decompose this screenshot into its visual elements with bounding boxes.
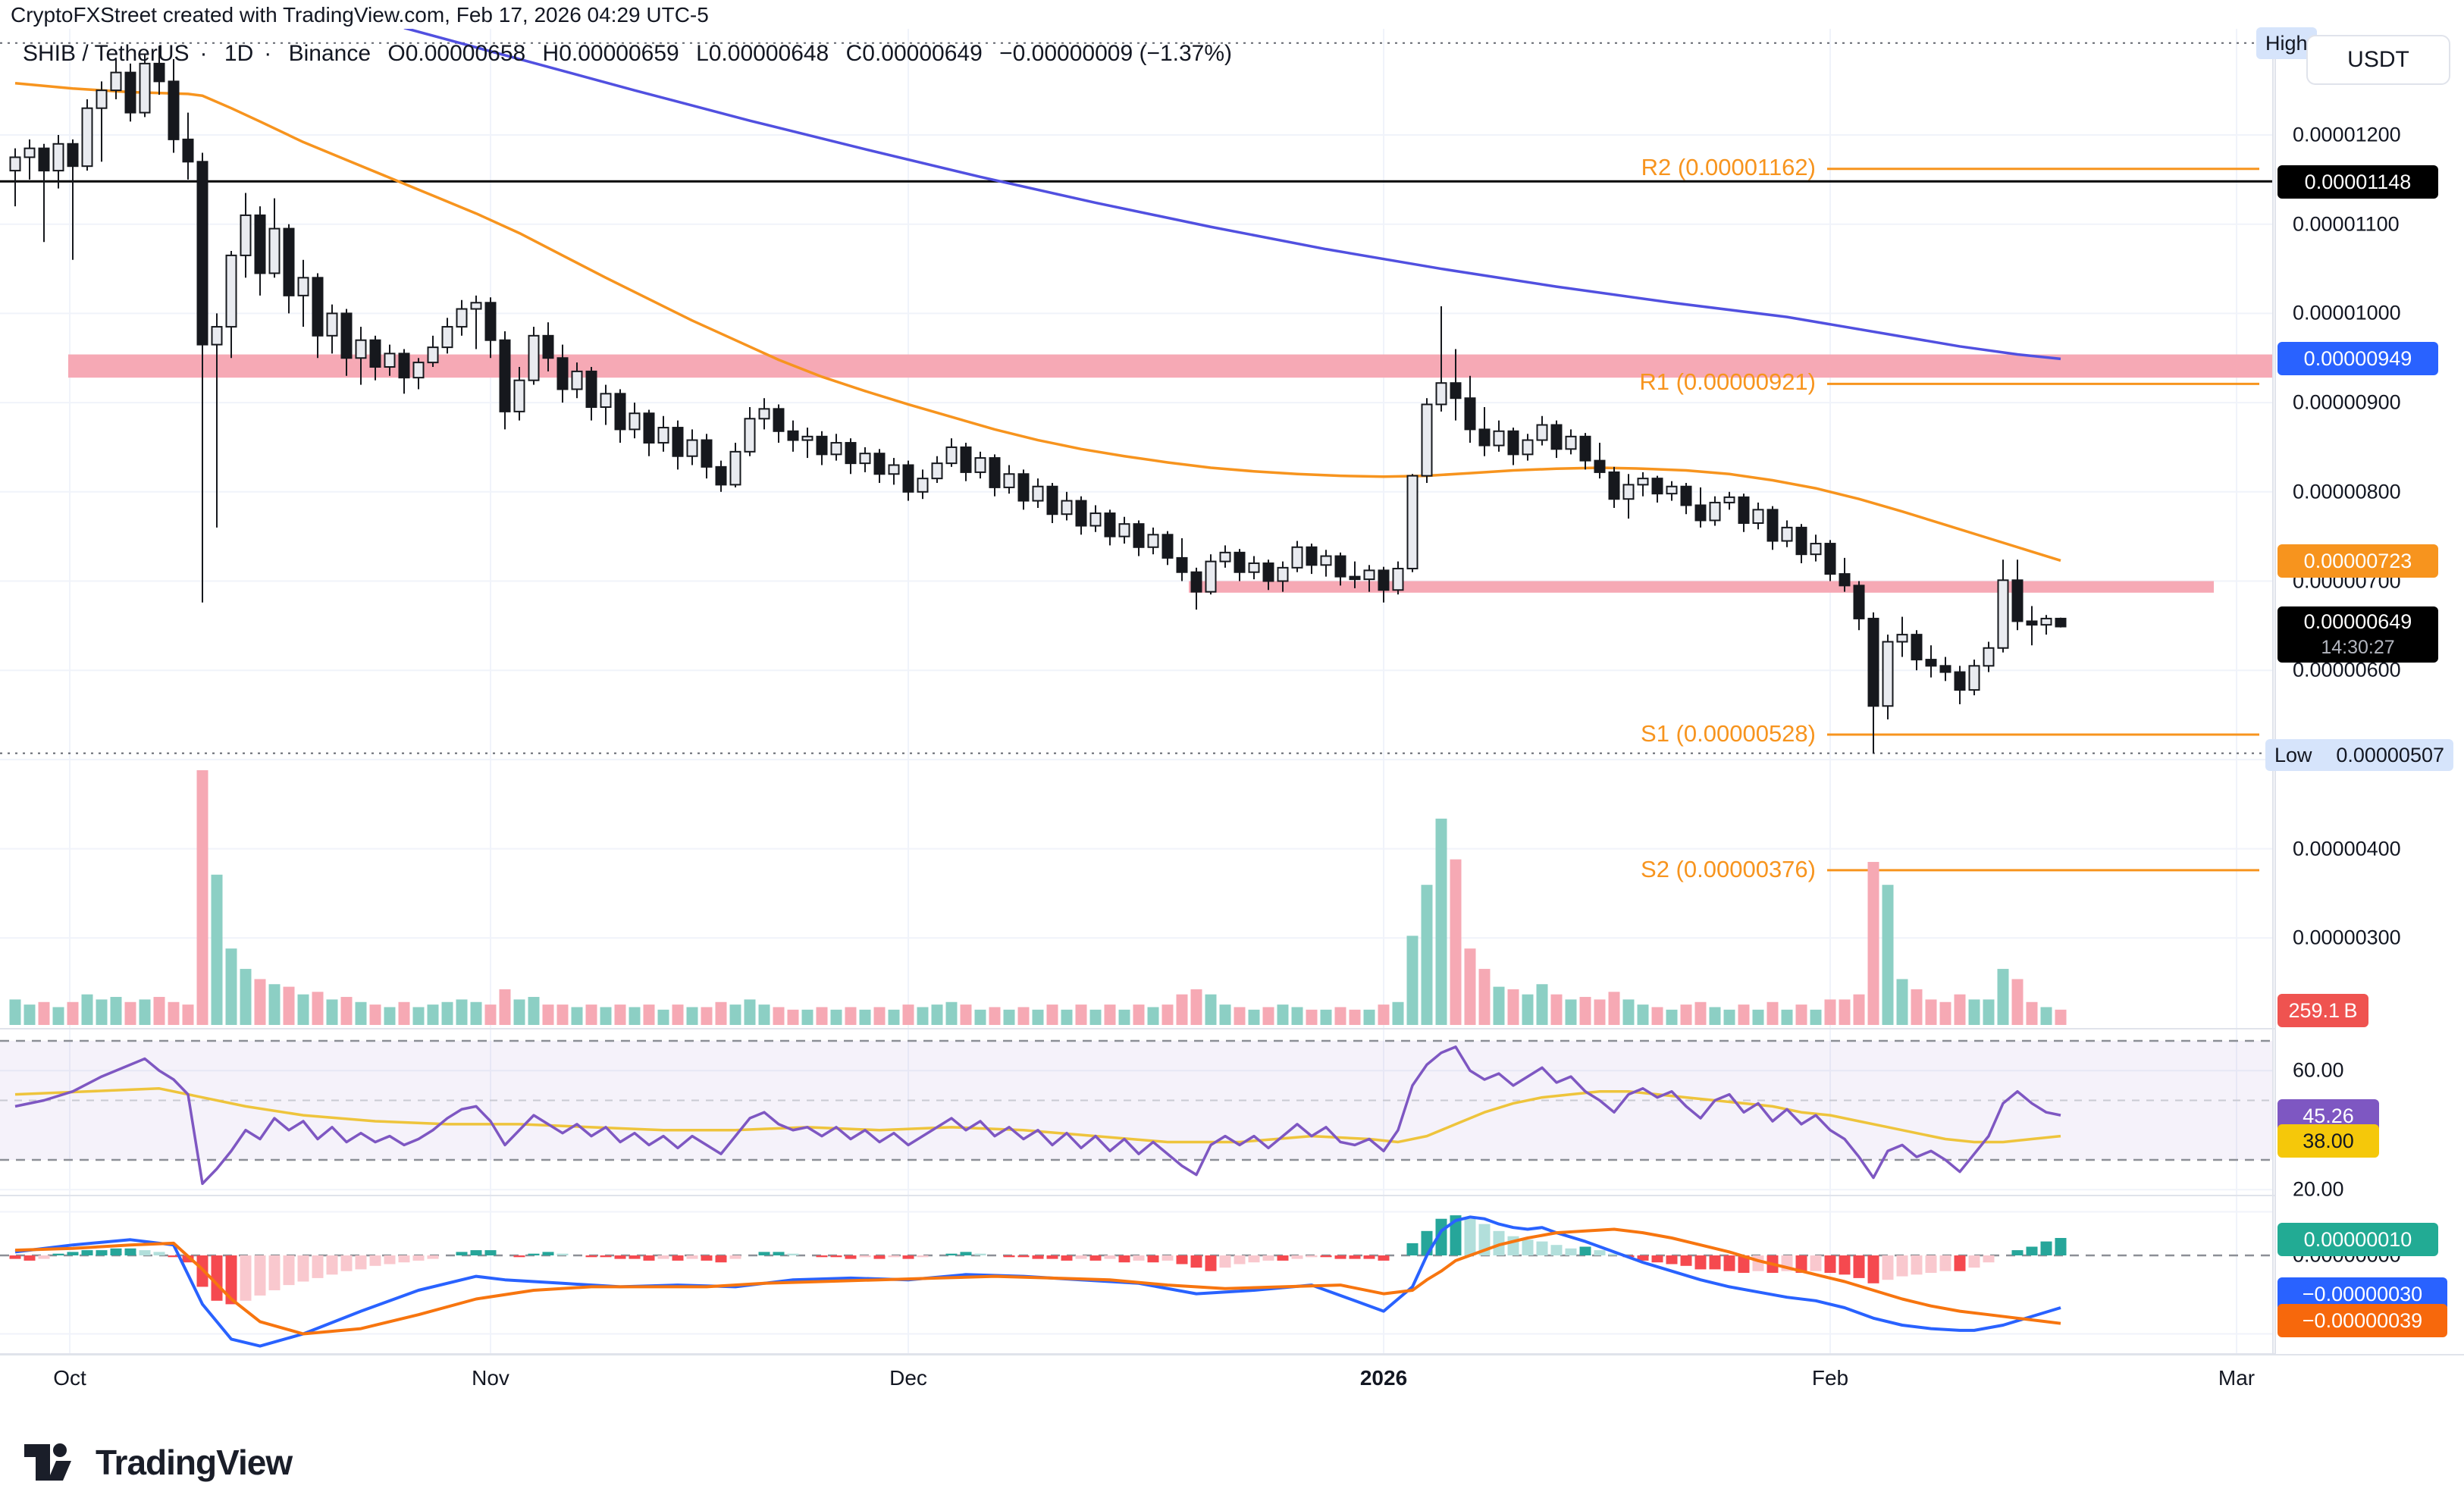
pivot-label-r2: R2 (0.00001162) (1641, 154, 1816, 180)
low-range-badge: Low 0.00000507 (2265, 739, 2453, 771)
low-range-value: 0.00000507 (2336, 743, 2444, 766)
rsi-ma-line (14, 1087, 2061, 1144)
legend-separator: · (199, 41, 208, 66)
macd-signal-value-badge: −0.00000039 (2277, 1304, 2447, 1337)
volume-bars (9, 770, 2067, 1025)
last-price-badge: 0.00000649 14:30:27 (2277, 606, 2438, 663)
resistance-zone (1189, 581, 2214, 593)
price-scale[interactable]: High USDT Low 0.00000507 0.00001200 0.000… (2256, 27, 2464, 1354)
ohlc-close: C0.00000649 (845, 41, 983, 66)
symbol-legend: SHIB / TetherUS · 1D · Binance O0.00000658… (23, 41, 1243, 67)
time-axis[interactable]: Oct Nov Dec 2026 Feb Mar (0, 1354, 2464, 1409)
attribution-header: CryptoFXStreet created with TradingView.… (11, 3, 709, 27)
legend-separator: · (264, 41, 272, 66)
price-tick-label: 0.00001000 (2293, 301, 2401, 324)
time-label-feb: Feb (1811, 1366, 1849, 1390)
price-tick-label: 0.00000900 (2293, 390, 2401, 414)
rsi-tick-label: 60.00 (2293, 1058, 2344, 1082)
macd-hist-value-badge: 0.00000010 (2277, 1223, 2438, 1256)
hline-price-badge: 0.00001148 (2277, 165, 2438, 199)
price-tick-label: 0.00001100 (2293, 212, 2400, 236)
ohlc-low: L0.00000648 (696, 41, 829, 66)
orange-ma-value-badge: 0.00000723 (2277, 544, 2438, 578)
time-label-mar: Mar (2218, 1366, 2256, 1390)
pivot-label-s2: S2 (0.00000376) (1641, 856, 1816, 882)
chart-area[interactable]: SHIB / TetherUS · 1D · Binance O0.00000658… (0, 27, 2464, 1409)
ohlc-change: −0.00000009 (−1.37%) (999, 41, 1233, 66)
time-label-2026: 2026 (1359, 1366, 1408, 1390)
chart-canvas[interactable] (0, 29, 2464, 1407)
rsi-line (14, 1045, 2061, 1186)
price-tick-label: 0.00000800 (2293, 480, 2401, 503)
ma-orange-line (14, 81, 2061, 563)
ohlc-high: H0.00000659 (542, 41, 679, 66)
tradingview-logo-icon (24, 1443, 71, 1481)
high-range-label: High (2265, 31, 2308, 55)
tradingview-logo-text: TradingView (96, 1443, 293, 1482)
currency-toggle-label: USDT (2347, 47, 2409, 72)
macd-signal-line (14, 1227, 2061, 1336)
rsi-tick-label: 20.00 (2293, 1177, 2344, 1201)
ohlc-open: O0.00000658 (387, 41, 526, 66)
volume-value-badge: 259.1 B (2277, 994, 2368, 1027)
pivot-label-s1: S1 (0.00000528) (1641, 720, 1816, 747)
price-tick-label: 0.00001200 (2293, 123, 2401, 146)
interval-label: 1D (224, 41, 254, 66)
price-tick-label: 0.00000300 (2293, 926, 2401, 949)
low-range-label: Low (2274, 743, 2312, 766)
time-label-dec: Dec (889, 1366, 927, 1390)
time-label-oct: Oct (53, 1366, 86, 1390)
symbol-name: SHIB / TetherUS (23, 41, 190, 66)
ma-blue-line (403, 29, 2061, 361)
rsi-ma-value-badge: 38.00 (2277, 1124, 2379, 1158)
pivot-label-r1: R1 (0.00000921) (1639, 368, 1816, 395)
price-tick-label: 0.00000400 (2293, 837, 2401, 860)
time-label-nov: Nov (472, 1366, 509, 1390)
currency-toggle-button[interactable]: USDT (2306, 35, 2450, 85)
exchange-label: Binance (288, 41, 371, 66)
candles (9, 45, 2067, 754)
macd-line (14, 1215, 2061, 1348)
blue-ma-value-badge: 0.00000949 (2277, 342, 2438, 375)
tradingview-logo[interactable]: TradingView (21, 1435, 293, 1490)
